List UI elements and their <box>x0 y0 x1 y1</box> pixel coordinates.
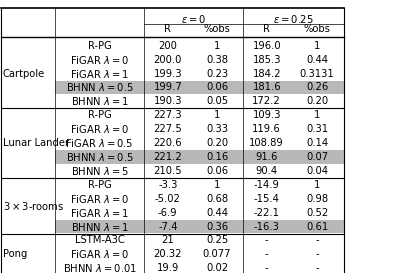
Text: BHNN $\lambda = 5$: BHNN $\lambda = 5$ <box>70 165 129 177</box>
Text: 185.3: 185.3 <box>252 55 281 65</box>
Bar <box>55 150 344 164</box>
Text: 1: 1 <box>214 180 220 190</box>
Bar <box>55 81 344 94</box>
Text: 0.61: 0.61 <box>306 222 328 232</box>
Text: 19.9: 19.9 <box>157 263 179 273</box>
Text: 0.02: 0.02 <box>206 263 228 273</box>
Text: -22.1: -22.1 <box>254 208 280 218</box>
Text: FiGAR $\lambda = 0$: FiGAR $\lambda = 0$ <box>70 248 129 260</box>
Text: 20.32: 20.32 <box>154 250 182 259</box>
Text: 172.2: 172.2 <box>252 96 281 106</box>
Text: 1: 1 <box>314 110 320 120</box>
Text: 0.44: 0.44 <box>206 208 228 218</box>
Text: 200: 200 <box>158 41 177 51</box>
Text: R-PG: R-PG <box>88 41 112 51</box>
Text: 0.16: 0.16 <box>206 152 228 162</box>
Text: 0.31: 0.31 <box>306 124 328 134</box>
Text: 220.6: 220.6 <box>154 138 182 148</box>
Text: 221.2: 221.2 <box>154 152 182 162</box>
Text: 0.44: 0.44 <box>306 55 328 65</box>
Text: FiGAR $\lambda = 0.5$: FiGAR $\lambda = 0.5$ <box>66 137 134 149</box>
Text: 119.6: 119.6 <box>252 124 281 134</box>
Text: 227.3: 227.3 <box>154 110 182 120</box>
Text: 0.23: 0.23 <box>206 69 228 79</box>
Text: 91.6: 91.6 <box>256 152 278 162</box>
Text: BHNN $\lambda = 1$: BHNN $\lambda = 1$ <box>71 95 129 107</box>
Text: Lunar Lander: Lunar Lander <box>3 138 69 148</box>
Text: Pong: Pong <box>3 250 27 259</box>
Text: 0.14: 0.14 <box>306 138 328 148</box>
Text: 196.0: 196.0 <box>252 41 281 51</box>
Text: 109.3: 109.3 <box>252 110 281 120</box>
Text: FiGAR $\lambda = 0$: FiGAR $\lambda = 0$ <box>70 193 129 205</box>
Text: 0.077: 0.077 <box>203 250 231 259</box>
Text: 227.5: 227.5 <box>154 124 182 134</box>
Text: -: - <box>265 236 268 245</box>
Text: -: - <box>265 263 268 273</box>
Text: 1: 1 <box>314 41 320 51</box>
Text: FiGAR $\lambda = 0$: FiGAR $\lambda = 0$ <box>70 123 129 135</box>
Text: 1: 1 <box>214 41 220 51</box>
Text: LSTM-A3C: LSTM-A3C <box>75 236 124 245</box>
Text: -: - <box>265 250 268 259</box>
Text: -: - <box>315 250 319 259</box>
Text: 0.20: 0.20 <box>306 96 328 106</box>
Text: R-PG: R-PG <box>88 180 112 190</box>
Text: -16.3: -16.3 <box>254 222 280 232</box>
Text: $\epsilon = 0.25$: $\epsilon = 0.25$ <box>273 13 314 25</box>
Text: 0.25: 0.25 <box>206 236 228 245</box>
Text: BHNN $\lambda = 1$: BHNN $\lambda = 1$ <box>71 221 129 233</box>
Text: -14.9: -14.9 <box>254 180 280 190</box>
Text: 190.3: 190.3 <box>154 96 182 106</box>
Text: 0.3131: 0.3131 <box>300 69 334 79</box>
Text: FiGAR $\lambda = 1$: FiGAR $\lambda = 1$ <box>70 67 129 79</box>
Text: 210.5: 210.5 <box>154 166 182 176</box>
Text: -: - <box>315 236 319 245</box>
Text: $3 \times 3$-rooms: $3 \times 3$-rooms <box>3 200 64 212</box>
Text: -6.9: -6.9 <box>158 208 178 218</box>
Text: 0.06: 0.06 <box>206 82 228 93</box>
Text: FiGAR $\lambda = 0$: FiGAR $\lambda = 0$ <box>70 54 129 66</box>
Text: 0.06: 0.06 <box>206 166 228 176</box>
Bar <box>55 220 344 233</box>
Text: %obs: %obs <box>204 24 230 34</box>
Text: Cartpole: Cartpole <box>3 69 45 79</box>
Text: 199.7: 199.7 <box>154 82 182 93</box>
Text: -5.02: -5.02 <box>155 194 181 204</box>
Text: -15.4: -15.4 <box>254 194 280 204</box>
Text: 0.04: 0.04 <box>306 166 328 176</box>
Text: BHNN $\lambda = 0.5$: BHNN $\lambda = 0.5$ <box>66 81 134 93</box>
Text: 21: 21 <box>162 236 174 245</box>
Text: R: R <box>164 24 171 34</box>
Text: 0.98: 0.98 <box>306 194 328 204</box>
Text: 181.6: 181.6 <box>252 82 281 93</box>
Text: 0.05: 0.05 <box>206 96 228 106</box>
Text: -7.4: -7.4 <box>158 222 178 232</box>
Text: 0.20: 0.20 <box>206 138 228 148</box>
Text: 1: 1 <box>214 110 220 120</box>
Text: 90.4: 90.4 <box>256 166 278 176</box>
Text: -: - <box>315 263 319 273</box>
Text: 184.2: 184.2 <box>252 69 281 79</box>
Text: 199.3: 199.3 <box>154 69 182 79</box>
Text: 0.07: 0.07 <box>306 152 328 162</box>
Text: 200.0: 200.0 <box>154 55 182 65</box>
Text: BHNN $\lambda = 0.5$: BHNN $\lambda = 0.5$ <box>66 151 134 163</box>
Text: 0.52: 0.52 <box>306 208 328 218</box>
Text: R: R <box>263 24 270 34</box>
Text: BHNN $\lambda = 0.01$: BHNN $\lambda = 0.01$ <box>63 262 137 273</box>
Text: -3.3: -3.3 <box>158 180 178 190</box>
Text: FiGAR $\lambda = 1$: FiGAR $\lambda = 1$ <box>70 207 129 219</box>
Text: 0.36: 0.36 <box>206 222 228 232</box>
Text: 108.89: 108.89 <box>249 138 284 148</box>
Text: 0.26: 0.26 <box>306 82 328 93</box>
Text: 0.33: 0.33 <box>206 124 228 134</box>
Text: 0.38: 0.38 <box>206 55 228 65</box>
Text: R-PG: R-PG <box>88 110 112 120</box>
Text: %obs: %obs <box>304 24 331 34</box>
Text: 0.68: 0.68 <box>206 194 228 204</box>
Text: $\epsilon = 0$: $\epsilon = 0$ <box>181 13 206 25</box>
Text: 1: 1 <box>314 180 320 190</box>
